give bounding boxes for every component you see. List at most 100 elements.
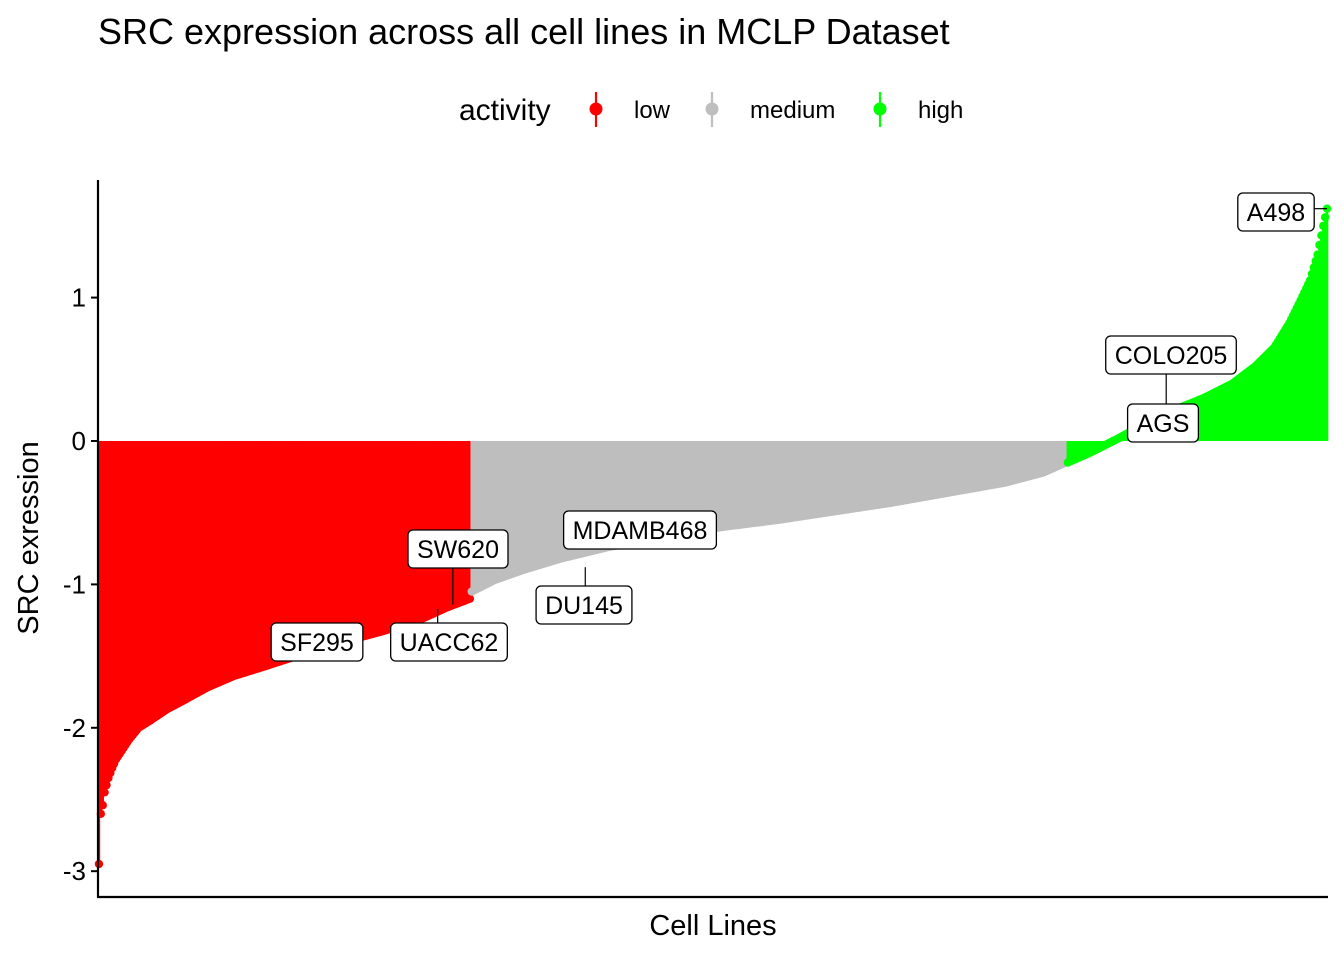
bar-medium [540,440,543,565]
bar-medium [805,440,808,516]
bar-low [326,440,330,647]
bar-high [1208,395,1211,441]
bar-low [245,440,248,673]
bar-medium [616,440,619,546]
bar-high [1314,261,1317,441]
bar-medium [655,440,659,539]
bar-medium [812,440,816,515]
bar-low [197,440,201,692]
bar-medium [500,440,504,578]
bar-low [349,440,352,640]
bar-high [1295,308,1299,441]
bar-low [150,440,154,720]
bar-high [1221,388,1225,441]
bar-medium [953,440,956,492]
bar-medium [667,440,670,537]
bar-low [99,440,103,814]
bar-low [211,440,214,686]
bar-medium [898,440,901,502]
bar-low [260,440,263,668]
bar-high [1322,225,1325,441]
bar-medium [949,440,952,493]
bar-medium [701,440,704,531]
bar-medium [1007,440,1011,482]
bar-medium [786,440,789,519]
bar-medium [909,440,912,500]
bar-low [461,440,464,602]
legend-item-low: low [589,92,671,127]
bar-medium [763,440,767,522]
bar-low [146,440,150,722]
bar-medium [729,440,733,526]
bar-medium [801,440,805,517]
bar-low [324,440,328,647]
bar-medium [951,440,954,492]
bar-medium [756,440,759,523]
bar-low [315,440,318,650]
bar-low [141,440,144,726]
bar-medium [901,440,905,501]
bar-high [1087,440,1090,454]
bar-medium [858,440,861,508]
bar-medium [782,440,786,519]
bar-high [1200,398,1204,441]
bar-medium [652,440,655,540]
bar-medium [741,440,744,525]
point-low [102,780,111,790]
bar-high [1068,440,1071,462]
bar-low [192,440,195,695]
bar-low [110,440,114,768]
bar-medium [739,440,742,525]
bar-medium [1032,440,1035,476]
bar-high [1299,300,1302,441]
bar-medium [896,440,899,502]
bar-medium [915,440,918,499]
bar-low [355,440,358,639]
bar-medium [937,440,941,495]
bar-medium [1051,440,1054,469]
bar-medium [841,440,844,511]
bar-medium [536,440,540,566]
bar-high [1223,387,1227,441]
bar-medium [954,440,958,492]
bar-medium [553,440,557,561]
bar-high [1210,394,1213,441]
bar-medium [542,440,545,564]
bar-low [338,440,341,643]
bar-medium [623,440,627,545]
annotation-ags: AGS [1126,403,1200,443]
bar-medium [1057,440,1060,466]
point-low [465,594,475,603]
bar-medium [845,440,848,510]
bar-medium [491,440,494,582]
bar-low [404,440,407,625]
bar-medium [1064,440,1068,463]
chart-title: SRC expression across all cell lines in … [98,11,950,52]
bar-high [1214,392,1217,441]
bar-medium [875,440,878,505]
bar-medium [917,440,920,498]
bar-low [311,440,315,651]
bar-medium [1034,440,1037,475]
bar-low [364,440,368,636]
bar-low [182,440,186,701]
bar-medium [862,440,865,507]
bar-medium [865,440,869,507]
annotation-box [1126,403,1200,443]
bar-low [400,440,403,626]
bar-low [209,440,212,686]
bar-medium [792,440,795,518]
bar-medium [795,440,799,517]
bar-medium [850,440,854,509]
bar-high [1244,373,1247,441]
bar-low [118,440,122,754]
bar-medium [561,440,564,559]
bar-medium [752,440,755,523]
bar-medium [576,440,579,555]
bar-high [1234,380,1238,441]
bar-medium [570,440,574,556]
bar-medium [892,440,895,503]
bar-low [269,440,273,665]
bar-low [319,440,322,649]
bar-medium [947,440,950,493]
